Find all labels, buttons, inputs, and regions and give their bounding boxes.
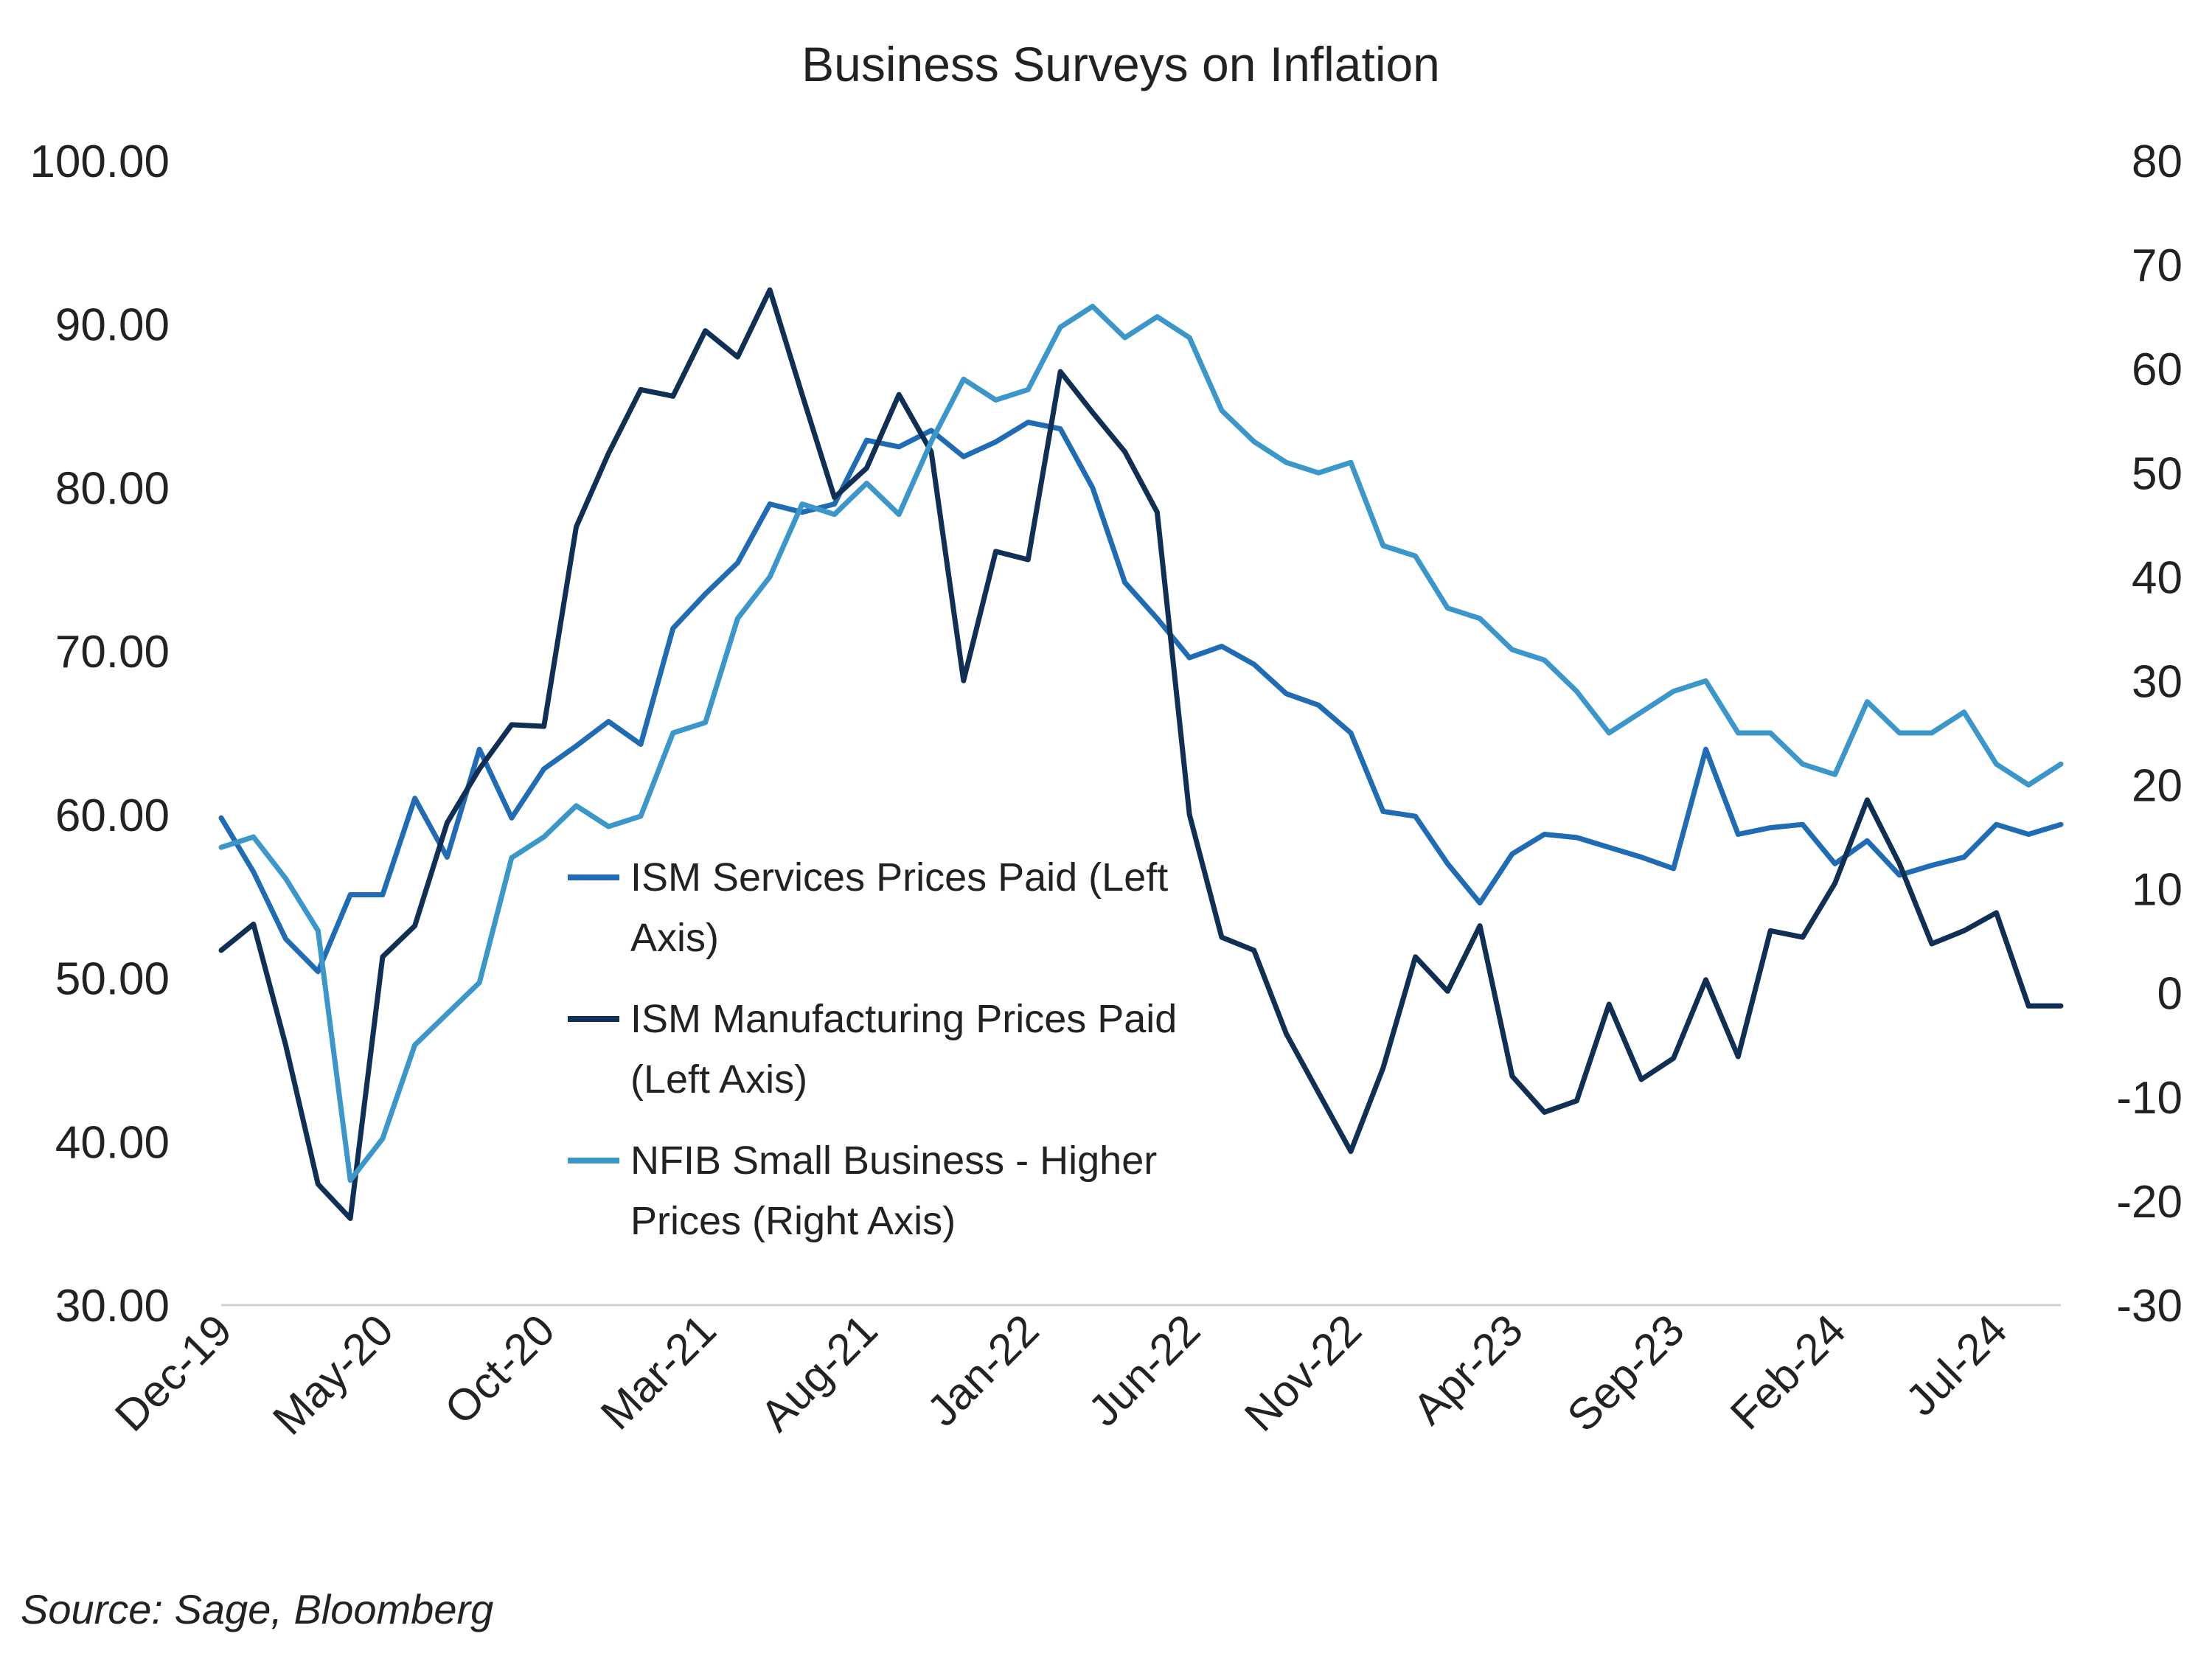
left-axis-tick-label: 80.00 xyxy=(55,463,170,514)
left-axis-tick-label: 90.00 xyxy=(55,300,170,351)
x-axis-tick-label: Nov-22 xyxy=(1235,1305,1371,1441)
left-axis-tick-label: 30.00 xyxy=(55,1281,170,1332)
x-axis-tick-label: Sep-23 xyxy=(1558,1305,1694,1441)
right-axis-tick-label: -20 xyxy=(2116,1177,2183,1228)
right-axis-tick-label: -10 xyxy=(2116,1073,2183,1124)
right-axis-tick-label: 80 xyxy=(2132,136,2183,187)
left-axis-tick-labels: 100.00 90.00 80.00 70.00 60.00 50.00 40.00 30.0… xyxy=(29,136,170,1332)
x-axis-tick-label: Apr-23 xyxy=(1403,1305,1532,1434)
legend-label: NFIB Small Business - Higher Prices (Righ… xyxy=(630,1138,1157,1243)
x-axis-tick-label: Jan-22 xyxy=(917,1305,1048,1436)
left-axis-tick-label: 50.00 xyxy=(55,954,170,1005)
series-lines xyxy=(218,287,2064,1221)
legend: ISM Services Prices Paid (Left Axis) ISM M… xyxy=(568,855,1177,1243)
right-axis-tick-label: 30 xyxy=(2132,656,2183,707)
right-axis-tick-label: 20 xyxy=(2132,761,2183,812)
right-axis-tick-label: 60 xyxy=(2132,344,2183,395)
left-axis-tick-label: 60.00 xyxy=(55,790,170,841)
right-axis-tick-label: 10 xyxy=(2132,865,2183,916)
right-axis-tick-label: 0 xyxy=(2157,969,2183,1020)
right-axis-tick-labels: 80 70 60 50 40 30 20 10 0 -10 -20 -30 xyxy=(2116,136,2183,1332)
series-line-2 xyxy=(218,287,2064,1221)
x-axis-tick-label: Jun-22 xyxy=(1079,1305,1209,1436)
right-axis-tick-label: 70 xyxy=(2132,240,2183,291)
legend-label: ISM Services Prices Paid (Left Axis) xyxy=(630,855,1168,960)
right-axis-tick-label: -30 xyxy=(2116,1281,2183,1332)
source-note: Source: Sage, Bloomberg xyxy=(21,1586,493,1632)
series-line-1 xyxy=(218,420,2064,975)
x-axis-tick-label: Feb-24 xyxy=(1721,1305,1855,1439)
x-axis-tick-label: May-20 xyxy=(263,1305,403,1444)
x-axis-tick-label: Jul-24 xyxy=(1896,1305,2017,1425)
x-axis-tick-label: Oct-20 xyxy=(435,1305,564,1434)
right-axis-tick-label: 50 xyxy=(2132,448,2183,499)
left-axis-tick-label: 70.00 xyxy=(55,627,170,678)
chart-title: Business Surveys on Inflation xyxy=(801,37,1440,91)
left-axis-tick-label: 40.00 xyxy=(55,1117,170,1168)
x-axis-tick-label: Aug-21 xyxy=(751,1305,886,1441)
x-axis-tick-labels: Dec-19 May-20 Oct-20 Mar-21 Aug-21 Jan-22 Jun-… xyxy=(105,1305,2017,1444)
left-axis-tick-label: 100.00 xyxy=(29,136,170,187)
series-line-3 xyxy=(218,304,2064,1183)
legend-label: ISM Manufacturing Prices Paid (Left Axis) xyxy=(630,997,1177,1102)
right-axis-tick-label: 40 xyxy=(2132,552,2183,603)
x-axis-tick-label: Mar-21 xyxy=(591,1305,726,1439)
